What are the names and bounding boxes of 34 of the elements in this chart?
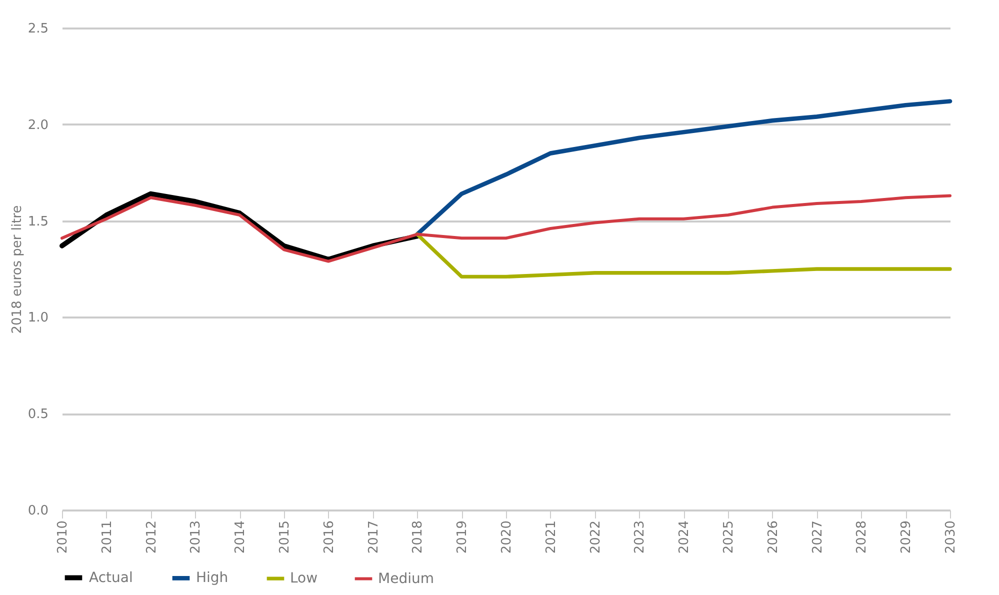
y-tick-label: 2.0 (28, 118, 48, 133)
x-tick-label: 2010 (56, 520, 70, 554)
legend-label: Low (290, 570, 318, 587)
y-axis-title: 2018 euros per litre (10, 205, 25, 334)
x-tick-label: 2023 (632, 520, 648, 554)
x-tick-label: 2030 (944, 520, 958, 554)
legend-label: Actual (89, 570, 133, 586)
x-tick-label: 2012 (144, 520, 160, 554)
x-tick-label: 2022 (588, 520, 604, 554)
legend-label: Medium (378, 570, 434, 587)
x-tick-label: 2017 (366, 520, 382, 554)
x-tick-label: 2025 (722, 520, 736, 554)
x-tick-label: 2016 (322, 520, 337, 554)
y-tick-label: 0.0 (28, 504, 48, 518)
x-tick-label: 2020 (500, 520, 514, 554)
x-tick-label: 2029 (899, 520, 914, 554)
x-tick-label: 2011 (100, 520, 115, 554)
line-series (415, 232, 952, 279)
x-tick-label: 2019 (455, 520, 470, 554)
x-tick-label: 2015 (278, 520, 292, 554)
y-tick-label: 0.5 (28, 407, 48, 422)
x-tick-label: 2024 (677, 520, 692, 554)
x-tick-label: 2028 (854, 520, 870, 554)
x-tick-label: 2013 (188, 520, 204, 554)
x-tick-label: 2014 (233, 520, 248, 554)
x-tick-label: 2021 (544, 520, 559, 554)
line-series (60, 194, 952, 263)
x-tick-label: 2018 (410, 520, 426, 554)
y-tick-label: 1.5 (28, 214, 48, 230)
x-tick-label: 2027 (810, 520, 826, 554)
legend-label: High (196, 570, 228, 586)
y-tick-label: 2.5 (28, 22, 48, 36)
x-tick-label: 2026 (766, 520, 781, 554)
y-tick-label: 1.0 (28, 310, 48, 326)
